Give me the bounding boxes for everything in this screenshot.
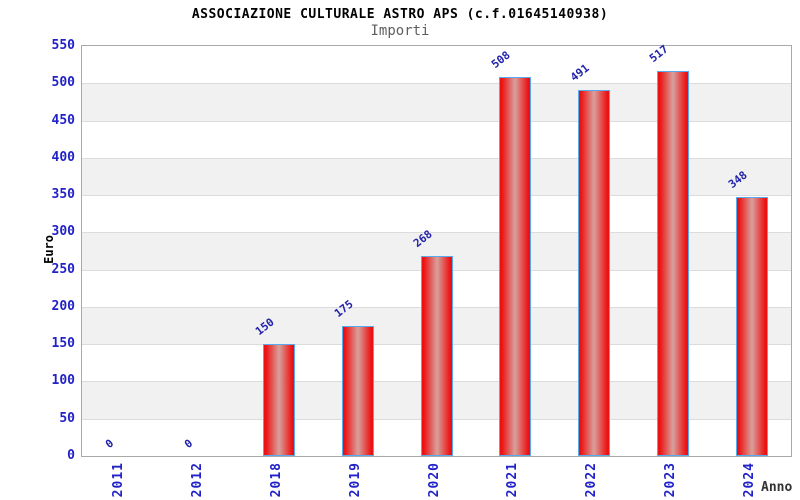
y-axis-title: Euro	[42, 235, 56, 264]
y-tick-label: 200	[51, 298, 75, 314]
y-tick-label: 500	[51, 75, 75, 91]
bar	[656, 70, 689, 456]
bar	[262, 344, 295, 456]
bar-value-label: 0	[182, 436, 196, 451]
x-tick-label: 2018	[268, 462, 284, 498]
bar-value-label: 491	[568, 61, 592, 84]
bar-value-label: 517	[646, 42, 671, 65]
x-tick-label: 2023	[662, 462, 678, 498]
bar-value-label: 268	[410, 227, 435, 251]
x-tick-label: 2012	[190, 462, 206, 498]
y-tick-label: 550	[51, 38, 75, 53]
bar	[578, 89, 611, 456]
x-tick-label: 2011	[111, 462, 127, 498]
bar	[735, 196, 768, 456]
bar	[420, 256, 453, 456]
x-axis-title: Anno	[761, 480, 793, 495]
y-tick-label: 300	[51, 224, 75, 240]
y-tick-label: 0	[67, 448, 75, 463]
y-tick-label: 50	[59, 410, 75, 426]
y-tick-label: 450	[51, 112, 75, 128]
x-tick-label: 2022	[584, 462, 600, 498]
y-tick-label: 150	[51, 336, 75, 352]
x-tick-label: 2021	[505, 462, 521, 498]
bar	[499, 77, 532, 456]
bar	[341, 325, 374, 456]
y-tick-label: 400	[51, 149, 75, 165]
x-tick-label: 2024	[741, 462, 757, 498]
bar-value-label: 508	[489, 48, 513, 72]
x-tick-label: 2019	[347, 462, 363, 498]
chart-title: ASSOCIAZIONE CULTURALE ASTRO APS (c.f.01…	[191, 7, 609, 22]
x-tick-label: 2020	[426, 462, 442, 498]
plot-area: 0 0 150 175 268 508 491 517 348	[81, 42, 792, 457]
bar-value-label: 175	[331, 297, 356, 320]
bar-value-label: 0	[103, 436, 117, 451]
y-tick-label: 100	[51, 373, 75, 389]
bar-value-label: 150	[252, 315, 277, 339]
bar-value-label: 348	[725, 168, 750, 191]
y-tick-label: 350	[51, 187, 75, 203]
chart-subtitle: Importi	[370, 23, 430, 39]
y-tick-label: 250	[51, 261, 75, 277]
